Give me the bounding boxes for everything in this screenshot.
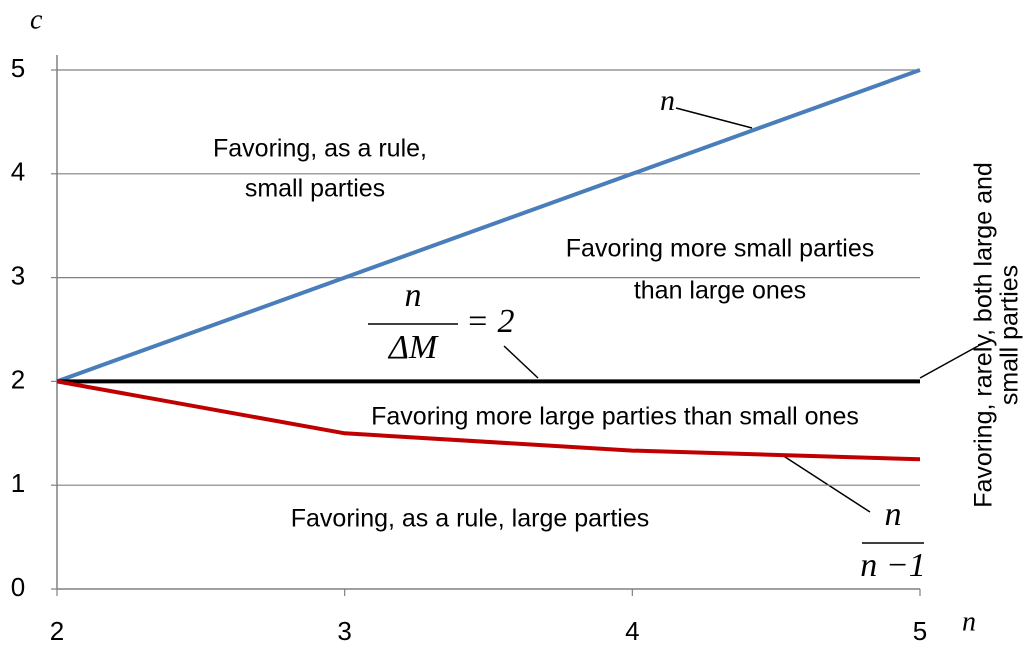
region-label: Favoring more small parties <box>566 235 874 263</box>
series-line <box>56 68 921 384</box>
region-label: small parties <box>996 265 1024 405</box>
y-tick-label: 4 <box>11 157 25 187</box>
x-tick-label: 2 <box>50 616 64 646</box>
y-tick-label: 2 <box>11 364 25 394</box>
leader-line <box>675 107 753 129</box>
region-label: than large ones <box>634 277 806 305</box>
leaders <box>368 107 979 544</box>
region-label: Favoring, rarely, both large and <box>970 162 998 508</box>
x-tick-label: 3 <box>337 616 351 646</box>
region-label: small parties <box>245 175 385 203</box>
vertical-label: Favoring, rarely, both large and small p… <box>970 162 1024 508</box>
y-tick-label: 3 <box>11 260 25 290</box>
leader-line <box>503 345 539 379</box>
series-label: n −1 <box>860 547 925 584</box>
leader-line <box>781 454 871 513</box>
y-axis-label: c <box>30 4 43 35</box>
region-label: Favoring, as a rule, large parties <box>291 505 650 533</box>
series-label: = 2 <box>466 303 514 340</box>
y-tick-label: 0 <box>11 572 25 602</box>
series-line <box>56 379 921 462</box>
x-tick-label: 4 <box>625 616 639 646</box>
x-tick-label: 5 <box>913 616 927 646</box>
series-label: n <box>885 496 902 533</box>
region-label: Favoring more large parties than small o… <box>371 403 859 431</box>
region-label: Favoring, as a rule, <box>213 135 427 163</box>
y-tick-label: 5 <box>11 53 25 83</box>
series-label: ΔM <box>387 329 439 366</box>
x-axis-label: n <box>962 606 976 637</box>
leader-line <box>919 345 979 379</box>
y-tick-label: 1 <box>11 468 25 498</box>
series-label: n <box>405 277 422 314</box>
series-label: n <box>660 84 675 117</box>
